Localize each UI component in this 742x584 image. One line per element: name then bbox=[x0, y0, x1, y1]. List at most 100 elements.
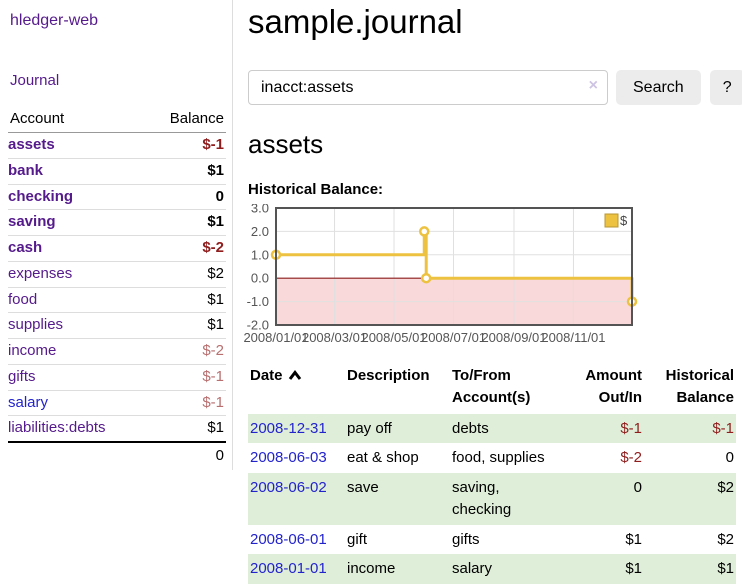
transaction-date-cell: 2008-06-01 bbox=[248, 525, 345, 555]
account-name-cell: food bbox=[8, 286, 145, 313]
account-heading: assets bbox=[248, 129, 324, 159]
account-balance: $2 bbox=[144, 260, 226, 287]
accounts-header-row: Account Balance bbox=[8, 107, 226, 133]
account-link-assets[interactable]: assets bbox=[8, 136, 55, 153]
account-name-cell: expenses bbox=[8, 260, 145, 287]
account-link-salary[interactable]: salary bbox=[8, 393, 49, 411]
account-balance: $-1 bbox=[144, 363, 226, 390]
transaction-date-link[interactable]: 2008-06-01 bbox=[250, 530, 327, 548]
x-axis-tick-label: 2008/11/01 bbox=[541, 330, 605, 345]
transaction-amount: $-2 bbox=[620, 449, 642, 467]
account-balance: $1 bbox=[144, 415, 226, 442]
account-balance: $-2 bbox=[144, 235, 226, 262]
register-row: 2008-01-01 income salary $1 $1 bbox=[248, 554, 736, 584]
clear-search-icon[interactable]: × bbox=[588, 77, 598, 94]
sidebar: hledger-web Journal Account Balance asse… bbox=[0, 0, 233, 470]
account-link-expenses[interactable]: expenses bbox=[8, 264, 73, 282]
x-axis-tick-label: 2008/05/01 bbox=[361, 330, 426, 345]
transaction-date-link[interactable]: 2008-06-02 bbox=[250, 479, 327, 496]
legend-label: $ bbox=[620, 213, 628, 228]
register-row: 2008-06-02 save saving, checking 0 $2 bbox=[248, 473, 736, 525]
account-link-income[interactable]: income bbox=[8, 342, 57, 359]
account-name-cell: cash bbox=[8, 235, 145, 262]
register-header-label: Amount bbox=[585, 367, 642, 384]
transaction-amount: $-1 bbox=[620, 419, 642, 437]
search-button[interactable]: Search bbox=[616, 70, 701, 105]
account-row: gifts $-1 bbox=[8, 363, 226, 390]
register-row: 2008-06-03 eat & shop food, supplies $-2 0 bbox=[248, 443, 736, 473]
account-row: income $-2 bbox=[8, 338, 226, 365]
transaction-balance: $-1 bbox=[712, 419, 734, 437]
data-point-marker bbox=[420, 272, 432, 284]
transaction-date-cell: 2008-12-31 bbox=[248, 414, 345, 444]
account-balance: $-2 bbox=[144, 338, 226, 365]
transaction-description: pay off bbox=[347, 419, 392, 437]
search-input[interactable] bbox=[248, 70, 608, 105]
account-row: expenses $2 bbox=[8, 260, 226, 287]
transaction-date-link[interactable]: 2008-06-03 bbox=[250, 449, 327, 467]
register-header-label-line2: Balance bbox=[676, 388, 734, 406]
account-link-checking[interactable]: checking bbox=[8, 187, 74, 205]
account-link-food[interactable]: food bbox=[8, 290, 38, 308]
account-link-saving[interactable]: saving bbox=[8, 213, 56, 231]
account-name-cell: salary bbox=[8, 389, 145, 416]
account-link-gifts[interactable]: gifts bbox=[8, 367, 36, 385]
sidebar-nav: Journal bbox=[8, 72, 226, 90]
transaction-accounts: gifts bbox=[452, 530, 480, 548]
transaction-accounts: salary bbox=[452, 560, 493, 578]
account-link-cash[interactable]: cash bbox=[8, 239, 43, 256]
account-row: cash $-2 bbox=[8, 235, 226, 262]
transaction-date-link[interactable]: 2008-01-01 bbox=[250, 560, 327, 578]
search-form: × Search ? bbox=[248, 70, 742, 105]
account-row: supplies $1 bbox=[8, 312, 226, 339]
account-row: food $1 bbox=[8, 286, 226, 313]
transaction-description: save bbox=[347, 479, 379, 496]
register-header-label-line2: Out/In bbox=[598, 388, 642, 406]
account-row: salary $-1 bbox=[8, 389, 226, 416]
account-balance: $1 bbox=[144, 312, 226, 339]
transaction-balance: $2 bbox=[717, 479, 734, 496]
transaction-amount: $1 bbox=[625, 560, 642, 578]
transaction-date-cell: 2008-06-03 bbox=[248, 443, 345, 473]
register-header-accounts: To/From Account(s) bbox=[450, 362, 568, 414]
help-button[interactable]: ? bbox=[709, 70, 742, 105]
search-box: × bbox=[248, 70, 608, 105]
legend-swatch bbox=[604, 213, 619, 228]
transaction-date-link[interactable]: 2008-12-31 bbox=[250, 419, 327, 437]
accounts-header-balance: Balance bbox=[144, 107, 226, 133]
account-balance: $-1 bbox=[202, 136, 224, 153]
account-name-cell: supplies bbox=[8, 312, 145, 339]
account-name-cell: checking bbox=[8, 183, 145, 210]
data-point-marker bbox=[419, 226, 430, 237]
register-row: 2008-12-31 pay off debts $-1 $-1 bbox=[248, 413, 736, 444]
transaction-accounts: debts bbox=[452, 419, 489, 437]
account-row: checking 0 bbox=[8, 183, 226, 210]
register-table: Date Description To/From Account(s) Amount Ou… bbox=[248, 362, 736, 584]
x-axis-tick-label: 2008/09/01 bbox=[481, 330, 546, 345]
accounts-total-row: 0 bbox=[8, 441, 226, 470]
account-link-liabilities:debts[interactable]: liabilities:debts bbox=[8, 419, 106, 437]
x-axis-tick-label: 2008/07/01 bbox=[421, 330, 486, 345]
transaction-date-cell: 2008-06-02 bbox=[248, 473, 345, 525]
transaction-balance: $2 bbox=[717, 530, 734, 548]
y-axis-tick-label: -2.0 bbox=[247, 318, 269, 333]
register-header-description: Description bbox=[345, 362, 450, 414]
account-balance: $1 bbox=[144, 157, 226, 184]
account-balance: $-1 bbox=[144, 389, 226, 416]
register-header-date[interactable]: Date bbox=[248, 362, 345, 414]
transaction-balance: 0 bbox=[725, 449, 734, 467]
register-header-row: Date Description To/From Account(s) Amount Ou… bbox=[248, 362, 736, 414]
account-name-cell: liabilities:debts bbox=[8, 415, 145, 442]
brand-link[interactable]: hledger-web bbox=[10, 12, 99, 29]
transaction-accounts: food, supplies bbox=[452, 449, 545, 467]
transaction-description: gift bbox=[347, 530, 368, 548]
x-axis-tick-label: 2008/03/01 bbox=[302, 330, 367, 345]
chart-title: Historical Balance: bbox=[248, 181, 384, 198]
register-header-label: Date bbox=[250, 367, 283, 384]
account-link-bank[interactable]: bank bbox=[8, 161, 44, 179]
account-link-supplies[interactable]: supplies bbox=[8, 316, 64, 334]
y-axis-tick-label: 0.0 bbox=[251, 271, 269, 286]
historical-balance-chart[interactable]: $3.0 2.0 1.0 0.0 -1.0 -2.0 2008/01/01 2008/03/0… bbox=[242, 204, 736, 348]
sidebar-item-journal[interactable]: Journal bbox=[10, 72, 60, 89]
